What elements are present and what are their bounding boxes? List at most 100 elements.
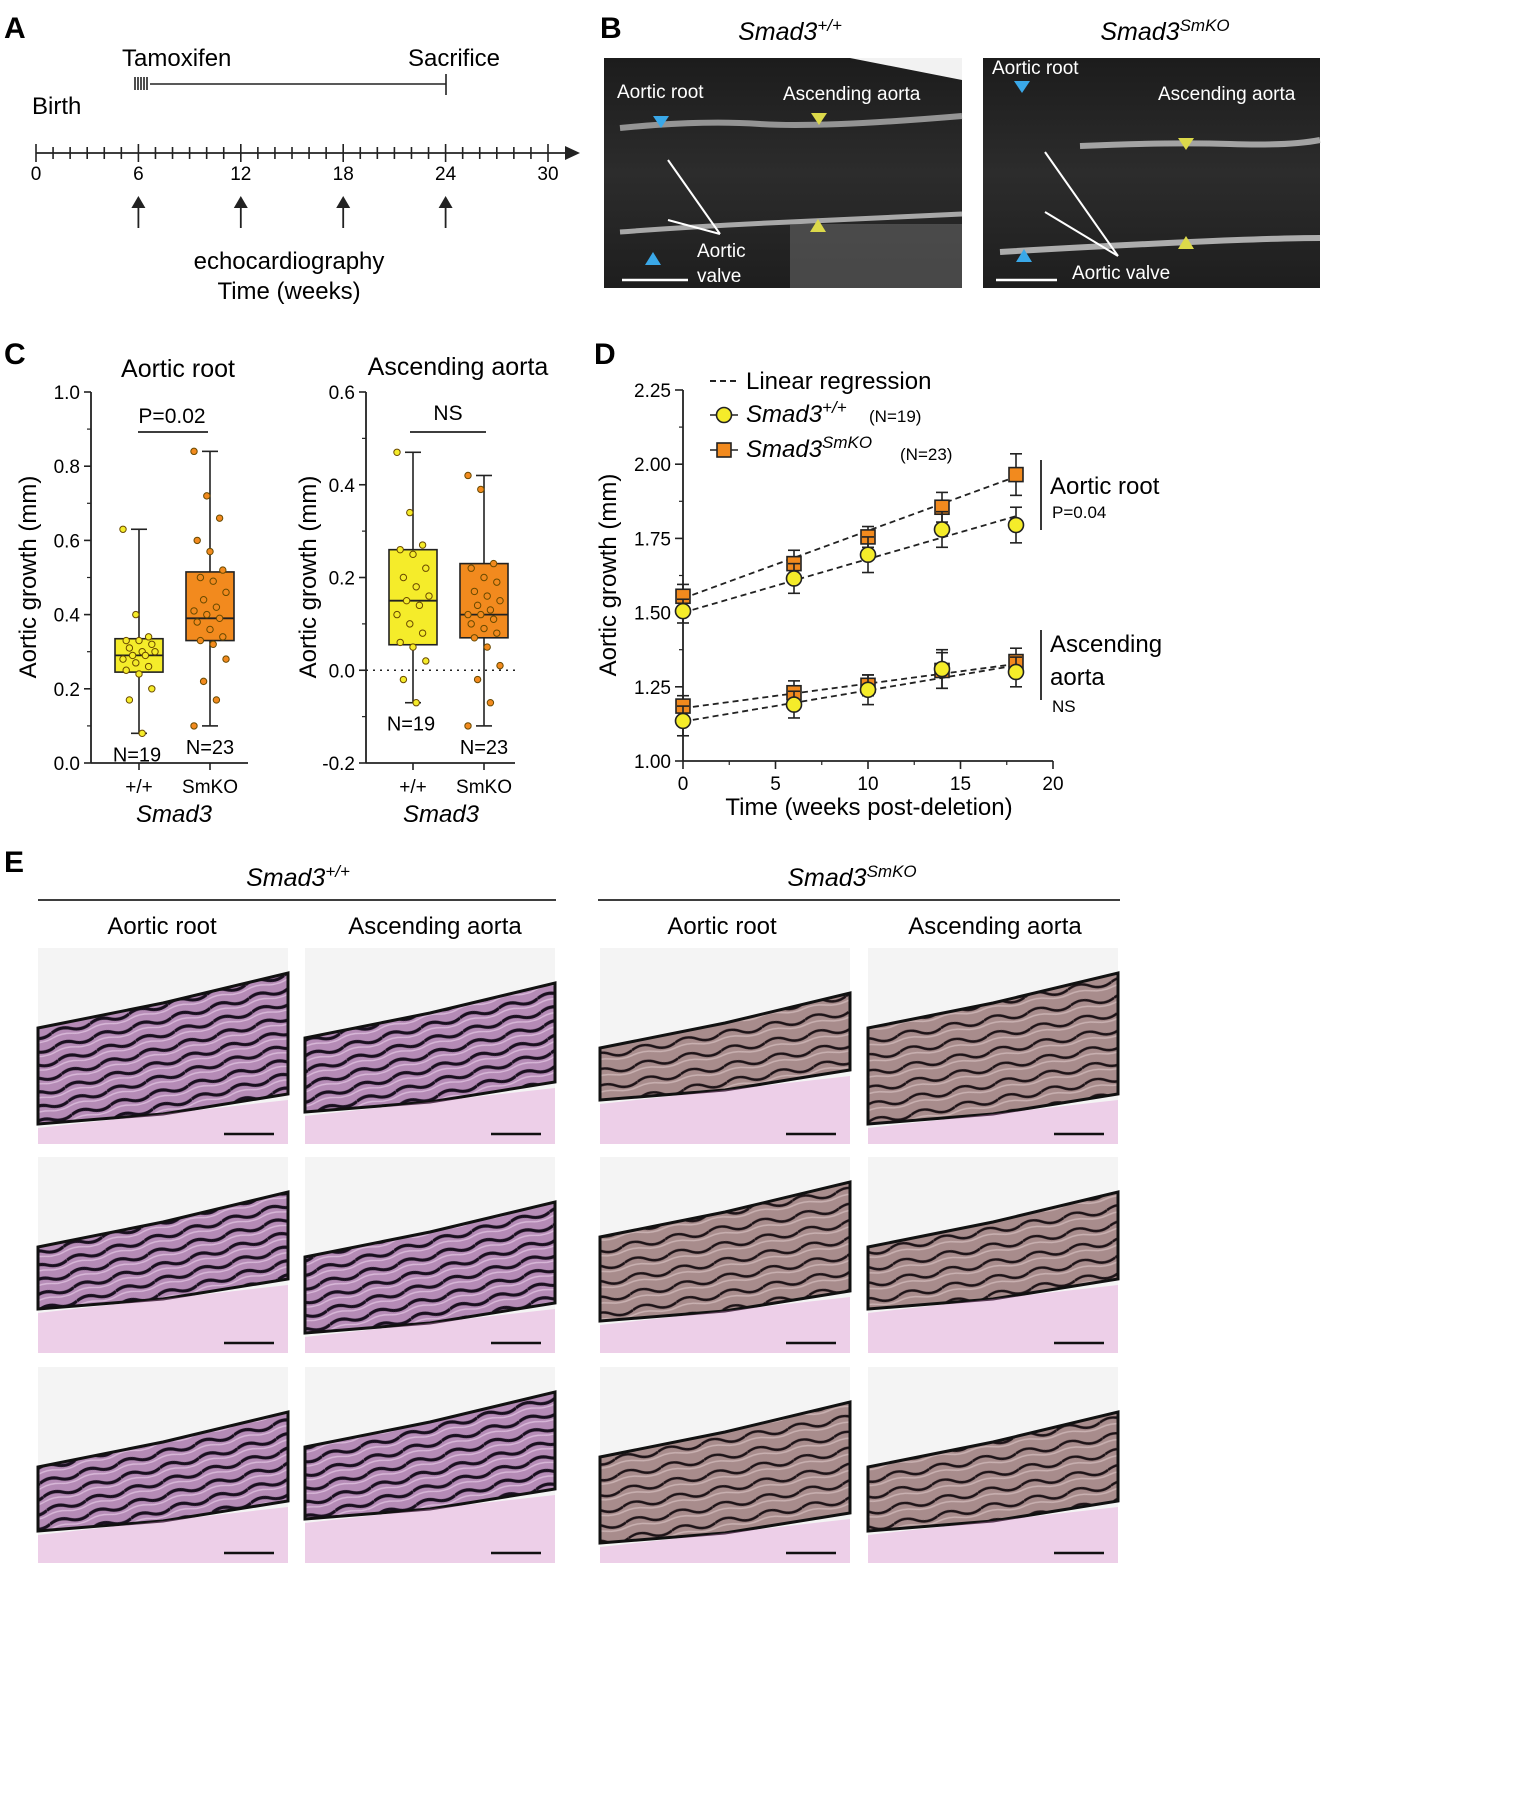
y-tick-label: 0.2 xyxy=(54,680,80,701)
wt-data-point xyxy=(785,570,803,587)
echo-arrowhead xyxy=(233,196,248,208)
data-point xyxy=(409,550,417,559)
root-label: Aortic root xyxy=(1050,473,1160,500)
y-tick-label: 0.4 xyxy=(54,606,81,627)
data-point xyxy=(222,655,230,663)
data-point xyxy=(418,541,427,549)
data-point xyxy=(406,620,414,628)
data-point xyxy=(135,636,143,645)
d-legend: Linear regression Smad3+/+ (N=19) Smad3S… xyxy=(710,368,952,464)
elastic-lamina-tissue xyxy=(866,971,1120,1126)
adventitia-region xyxy=(600,1297,850,1353)
legend-ko-n: (N=23) xyxy=(900,445,952,464)
c-right-sig: NS xyxy=(433,402,462,425)
elastic-lamina-tissue xyxy=(598,1180,852,1323)
e-ko-title: Smad3SmKO xyxy=(787,862,916,892)
legend-ko: Smad3SmKO xyxy=(746,433,872,463)
ascending-aorta-label: Ascending aorta xyxy=(1158,84,1296,105)
e-col-ko-root: Aortic root xyxy=(667,913,777,940)
data-point xyxy=(467,620,475,628)
timeline-tick-label: 6 xyxy=(133,164,144,185)
histology-grid xyxy=(36,948,1120,1563)
y-tick-label: 1.0 xyxy=(54,383,80,404)
blue-marker xyxy=(1016,249,1032,262)
wt-data-point xyxy=(859,546,877,564)
ko-ultrasound-title: Smad3SmKO xyxy=(1100,16,1229,46)
adventitia-region xyxy=(868,1285,1118,1353)
elastic-lamina-tissue xyxy=(866,1190,1120,1311)
wt-data-point xyxy=(785,696,803,713)
data-point xyxy=(396,545,404,554)
legend-regression: Linear regression xyxy=(746,368,931,395)
y-tick-label: 0.0 xyxy=(329,661,355,682)
data-point xyxy=(412,583,420,591)
c-left-title: Aortic root xyxy=(121,355,235,383)
x-tick-label: SmKO xyxy=(456,777,512,798)
c-right-xlabel: Smad3 xyxy=(403,801,480,828)
elastic-lamina-tissue xyxy=(36,1410,290,1533)
c-left-ylabel: Aortic growth (mm) xyxy=(15,476,42,679)
data-point xyxy=(409,643,417,651)
panel-e: E Smad3+/+ Smad3SmKO Aortic root Ascendi… xyxy=(4,846,1120,1563)
echo-arrowhead xyxy=(336,196,351,208)
data-point xyxy=(406,508,414,517)
histology-tile xyxy=(866,948,1120,1144)
data-point xyxy=(138,729,146,738)
yellow-marker xyxy=(1178,236,1194,249)
data-point xyxy=(125,696,134,704)
wt-data-point xyxy=(674,602,692,620)
y-tick-label: 0.0 xyxy=(54,754,80,775)
adventitia-region xyxy=(38,1507,288,1563)
yellow-marker xyxy=(810,219,826,232)
blue-marker xyxy=(1014,81,1030,93)
data-point xyxy=(206,547,214,556)
y-tick-label: 0.2 xyxy=(329,569,355,590)
c-right-title: Ascending aorta xyxy=(368,353,549,381)
wt-data-point xyxy=(933,660,951,678)
y-tick-label: 2.00 xyxy=(634,455,671,476)
histology-tile xyxy=(36,1367,290,1563)
wt-ultrasound-image: Aortic root Ascending aorta Aortic valve xyxy=(604,58,963,288)
data-point xyxy=(493,578,501,586)
data-point xyxy=(206,625,214,634)
histology-tile xyxy=(866,1157,1120,1353)
data-point xyxy=(399,675,408,684)
wt-data-point xyxy=(933,521,951,538)
echo-arrowhead xyxy=(131,196,146,208)
ko-data-point xyxy=(1008,466,1024,483)
data-point xyxy=(464,722,472,730)
histology-tile xyxy=(598,1157,852,1353)
data-point xyxy=(480,573,488,582)
aortic-root-label: Aortic root xyxy=(992,58,1079,79)
aortic-valve-label-2: valve xyxy=(697,266,741,287)
d-xlabel: Time (weeks post-deletion) xyxy=(725,794,1012,821)
x-tick-label: 10 xyxy=(857,774,878,795)
panel-d: D Linear regression Smad3+/+ (N=19) Smad… xyxy=(594,338,1162,821)
adventitia-region xyxy=(38,1285,288,1353)
data-point xyxy=(119,655,127,663)
histology-tile xyxy=(866,1367,1120,1563)
data-point xyxy=(496,661,504,670)
regression-line xyxy=(682,475,1017,600)
data-point xyxy=(496,596,504,605)
data-point xyxy=(125,644,134,652)
panel-letter-a: A xyxy=(4,12,26,45)
histology-tile xyxy=(303,948,557,1144)
regression-line xyxy=(682,663,1017,710)
wt-data-point xyxy=(859,681,877,699)
data-point xyxy=(402,596,411,605)
data-point xyxy=(483,592,491,600)
aortic-valve-label: Aortic valve xyxy=(1072,263,1170,284)
legend-wt-marker xyxy=(715,406,733,424)
panel-letter-d: D xyxy=(594,338,616,371)
regression-line xyxy=(682,664,1017,723)
data-point xyxy=(480,624,488,633)
n-label: N=19 xyxy=(387,714,435,736)
timeline-axis: 0 6 12 18 24 30 xyxy=(31,144,580,228)
adventitia-region xyxy=(868,1507,1118,1563)
data-point xyxy=(193,536,201,545)
elastic-lamina-tissue xyxy=(36,1190,290,1311)
adventitia-region xyxy=(305,1495,555,1563)
data-point xyxy=(203,610,211,619)
